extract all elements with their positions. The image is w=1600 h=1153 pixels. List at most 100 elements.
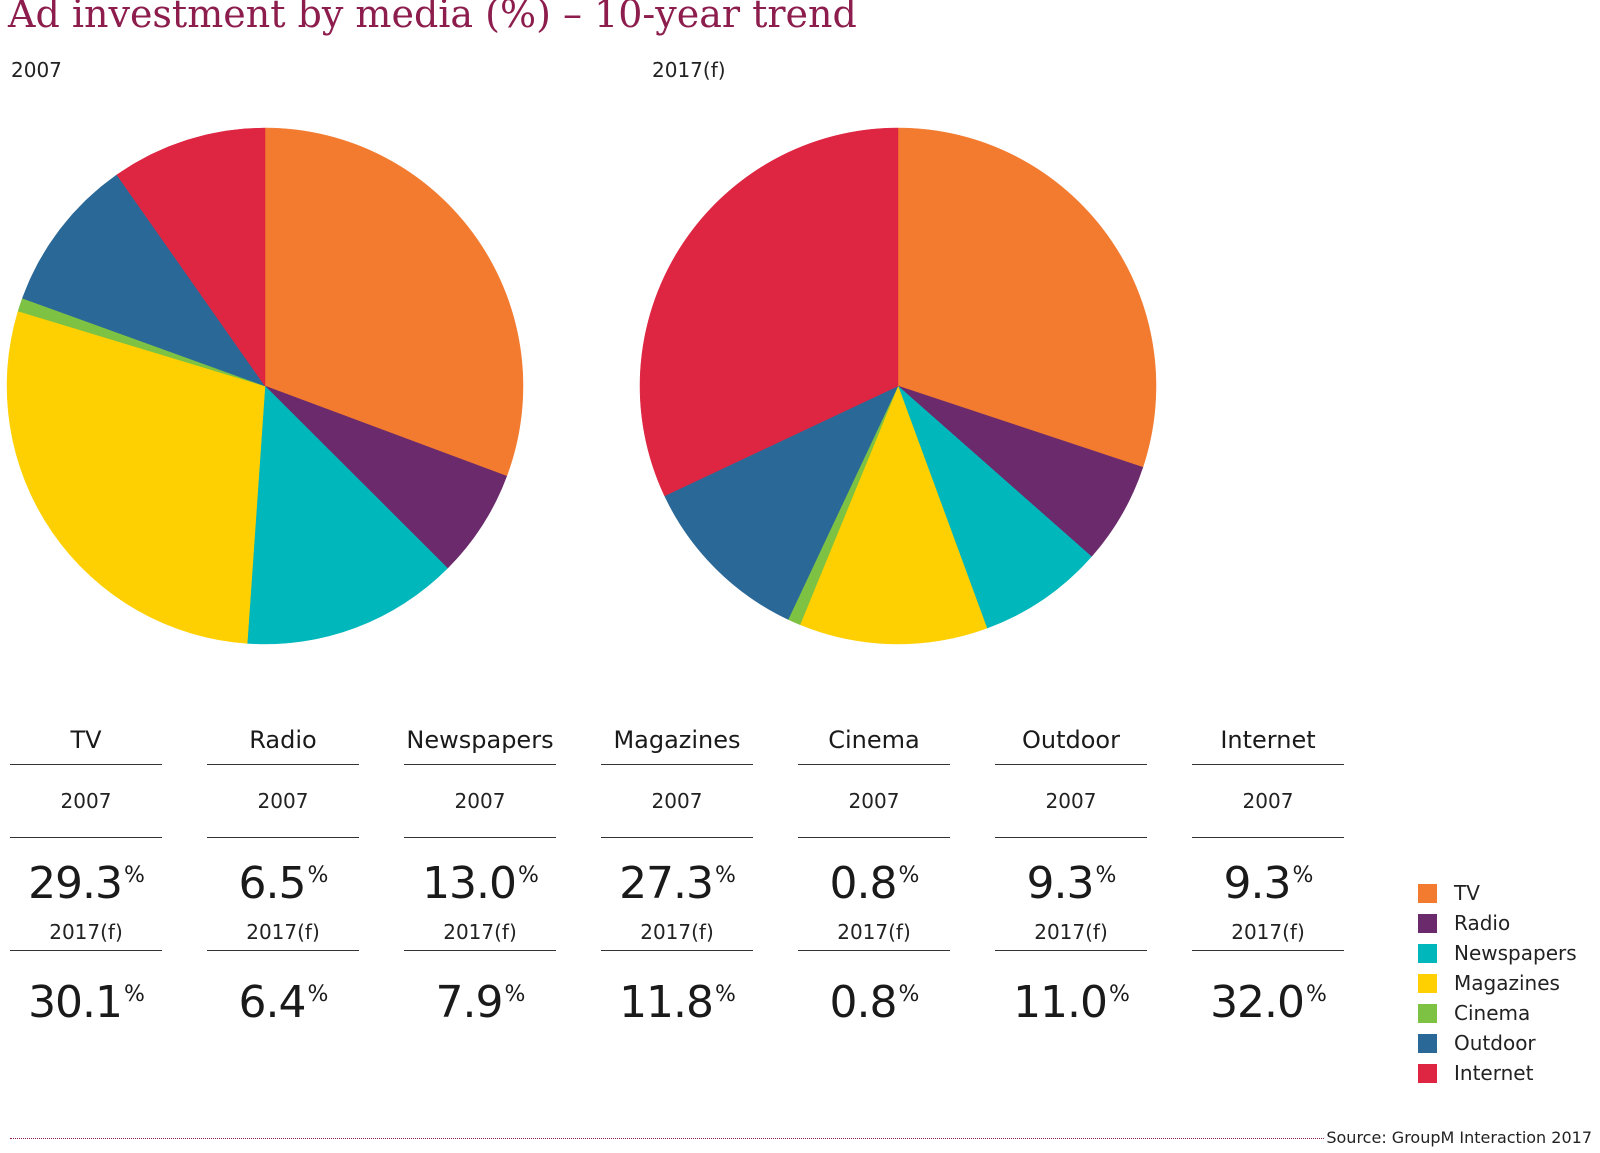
year-label-2017: 2017(f) bbox=[640, 920, 714, 944]
pie-2007 bbox=[6, 127, 524, 645]
media-column-internet: Internet 2007 9.3% 2017(f) 32.0% bbox=[1192, 716, 1344, 1039]
media-column-newspapers: Newspapers 2007 13.0% 2017(f) 7.9% bbox=[404, 716, 556, 1039]
legend-swatch bbox=[1418, 973, 1437, 993]
value-2017: 0.8% bbox=[798, 951, 950, 1039]
divider bbox=[10, 950, 162, 951]
pie-slice-magazines bbox=[6, 310, 266, 644]
divider bbox=[1192, 837, 1344, 838]
legend: TV Radio Newspapers Magazines Cinema Out… bbox=[1418, 878, 1577, 1088]
legend-label: Newspapers bbox=[1454, 941, 1577, 965]
value-2007: 6.5% bbox=[207, 838, 359, 914]
percent-sign: % bbox=[124, 982, 145, 1007]
pie-2007-label: 2007 bbox=[11, 58, 62, 82]
legend-swatch bbox=[1418, 943, 1437, 963]
divider bbox=[404, 837, 556, 838]
legend-label: Outdoor bbox=[1454, 1031, 1536, 1055]
divider bbox=[601, 837, 753, 838]
media-name: Outdoor bbox=[1022, 726, 1120, 754]
value-number: 9.3 bbox=[1026, 858, 1095, 909]
value-2007: 27.3% bbox=[601, 838, 753, 914]
value-2007: 9.3% bbox=[1192, 838, 1344, 914]
percent-sign: % bbox=[898, 982, 920, 1007]
media-column-cinema: Cinema 2007 0.8% 2017(f) 0.8% bbox=[798, 716, 950, 1039]
percent-sign: % bbox=[715, 982, 736, 1007]
value-number: 0.8 bbox=[829, 977, 898, 1028]
legend-item-radio: Radio bbox=[1418, 908, 1577, 938]
value-number: 30.1 bbox=[28, 977, 123, 1028]
value-2017: 6.4% bbox=[207, 951, 359, 1039]
value-2017: 11.0% bbox=[995, 951, 1147, 1039]
divider bbox=[995, 950, 1147, 951]
value-number: 7.9 bbox=[435, 977, 504, 1028]
percent-sign: % bbox=[898, 863, 920, 888]
divider bbox=[995, 764, 1147, 765]
legend-label: Cinema bbox=[1454, 1001, 1531, 1025]
pie-2017 bbox=[639, 127, 1157, 645]
value-number: 32.0 bbox=[1210, 977, 1305, 1028]
pie-charts bbox=[6, 127, 1157, 645]
legend-item-outdoor: Outdoor bbox=[1418, 1028, 1577, 1058]
media-name: Internet bbox=[1220, 726, 1316, 754]
divider bbox=[207, 837, 359, 838]
media-name: TV bbox=[70, 726, 102, 754]
pie-slice-newspapers bbox=[897, 385, 1092, 629]
divider bbox=[10, 837, 162, 838]
value-number: 29.3 bbox=[28, 858, 123, 909]
value-number: 9.3 bbox=[1223, 858, 1292, 909]
pie-slice-internet bbox=[639, 127, 899, 497]
value-2017: 30.1% bbox=[10, 951, 162, 1039]
pie-slice-magazines bbox=[799, 385, 988, 645]
pie-2017-label: 2017(f) bbox=[652, 58, 726, 82]
percent-sign: % bbox=[715, 863, 736, 888]
divider bbox=[601, 950, 753, 951]
legend-swatch bbox=[1418, 1033, 1437, 1053]
year-label-2017: 2017(f) bbox=[246, 920, 320, 944]
value-2007: 0.8% bbox=[798, 838, 950, 914]
divider bbox=[207, 950, 359, 951]
value-2007: 13.0% bbox=[404, 838, 556, 914]
legend-item-internet: Internet bbox=[1418, 1058, 1577, 1088]
legend-item-newspapers: Newspapers bbox=[1418, 938, 1577, 968]
pie-slice-tv bbox=[897, 127, 1157, 468]
media-column-magazines: Magazines 2007 27.3% 2017(f) 11.8% bbox=[601, 716, 753, 1039]
year-label-2007: 2007 bbox=[257, 789, 309, 813]
divider bbox=[995, 837, 1147, 838]
media-name: Cinema bbox=[828, 726, 920, 754]
divider bbox=[798, 950, 950, 951]
value-number: 11.8 bbox=[619, 977, 714, 1028]
legend-swatch bbox=[1418, 913, 1437, 933]
pie-slice-outdoor bbox=[22, 174, 266, 387]
pie-slice-radio bbox=[264, 385, 508, 569]
value-number: 6.4 bbox=[238, 977, 307, 1028]
media-column-tv: TV 2007 29.3% 2017(f) 30.1% bbox=[10, 716, 162, 1039]
divider bbox=[1192, 950, 1344, 951]
value-2007: 9.3% bbox=[995, 838, 1147, 914]
value-2007: 29.3% bbox=[10, 838, 162, 914]
year-label-2007: 2007 bbox=[60, 789, 112, 813]
percent-sign: % bbox=[504, 982, 526, 1007]
source-note: Source: GroupM Interaction 2017 bbox=[1326, 1128, 1592, 1147]
divider bbox=[1192, 764, 1344, 765]
year-label-2017: 2017(f) bbox=[49, 920, 123, 944]
pie-slice-newspapers bbox=[246, 385, 448, 645]
year-label-2017: 2017(f) bbox=[1034, 920, 1108, 944]
media-column-radio: Radio 2007 6.5% 2017(f) 6.4% bbox=[207, 716, 359, 1039]
legend-item-magazines: Magazines bbox=[1418, 968, 1577, 998]
value-number: 13.0 bbox=[422, 858, 517, 909]
year-label-2007: 2007 bbox=[848, 789, 900, 813]
legend-swatch bbox=[1418, 1063, 1437, 1083]
media-name: Radio bbox=[249, 726, 317, 754]
media-column-outdoor: Outdoor 2007 9.3% 2017(f) 11.0% bbox=[995, 716, 1147, 1039]
year-label-2007: 2007 bbox=[651, 789, 703, 813]
legend-swatch bbox=[1418, 883, 1437, 903]
percent-sign: % bbox=[307, 982, 329, 1007]
percent-sign: % bbox=[1292, 863, 1314, 888]
legend-label: Radio bbox=[1454, 911, 1511, 935]
percent-sign: % bbox=[1306, 982, 1327, 1007]
value-number: 6.5 bbox=[238, 858, 307, 909]
percent-sign: % bbox=[124, 863, 145, 888]
value-2017: 11.8% bbox=[601, 951, 753, 1039]
legend-item-tv: TV bbox=[1418, 878, 1577, 908]
legend-label: TV bbox=[1454, 881, 1480, 905]
chart-title: Ad investment by media (%) – 10-year tre… bbox=[8, 0, 857, 36]
